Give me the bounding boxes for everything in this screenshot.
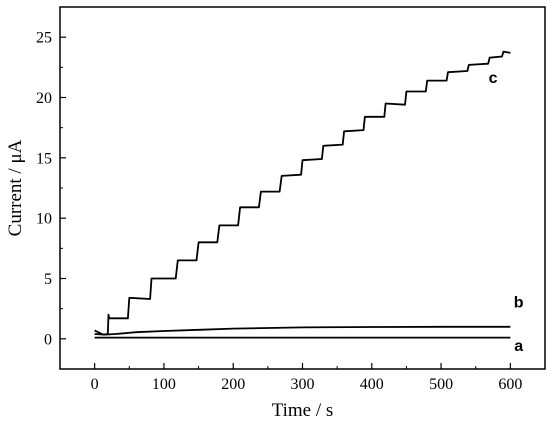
- x-tick-label: 200: [221, 376, 245, 393]
- plot-frame: [59, 6, 546, 370]
- y-tick-label: 5: [44, 271, 52, 288]
- x-tick-label: 100: [152, 376, 176, 393]
- y-tick-label: 10: [36, 211, 52, 228]
- y-tick-label: 25: [36, 30, 52, 47]
- x-tick-label: 400: [360, 376, 384, 393]
- series-line-c: [94, 50, 511, 336]
- ticks-layer: 0 100 200 300 400 500 600 0 5 10 15 20 25: [36, 30, 522, 393]
- series-label-a: a: [514, 338, 523, 355]
- x-tick-label: 0: [91, 376, 99, 393]
- labels-layer: a b c: [489, 70, 524, 355]
- y-tick-label: 0: [44, 331, 52, 348]
- x-tick-label: 600: [498, 376, 522, 393]
- series-label-b: b: [514, 294, 524, 311]
- x-tick-label: 500: [429, 376, 453, 393]
- series-label-c: c: [489, 70, 498, 87]
- y-axis-title: Current / μA: [5, 139, 26, 236]
- x-axis-title: Time / s: [272, 400, 334, 421]
- series-layer: [94, 50, 511, 339]
- y-tick-label: 15: [36, 150, 52, 167]
- x-tick-label: 300: [291, 376, 315, 393]
- series-line-b: [94, 325, 511, 336]
- y-tick-label: 20: [36, 90, 52, 107]
